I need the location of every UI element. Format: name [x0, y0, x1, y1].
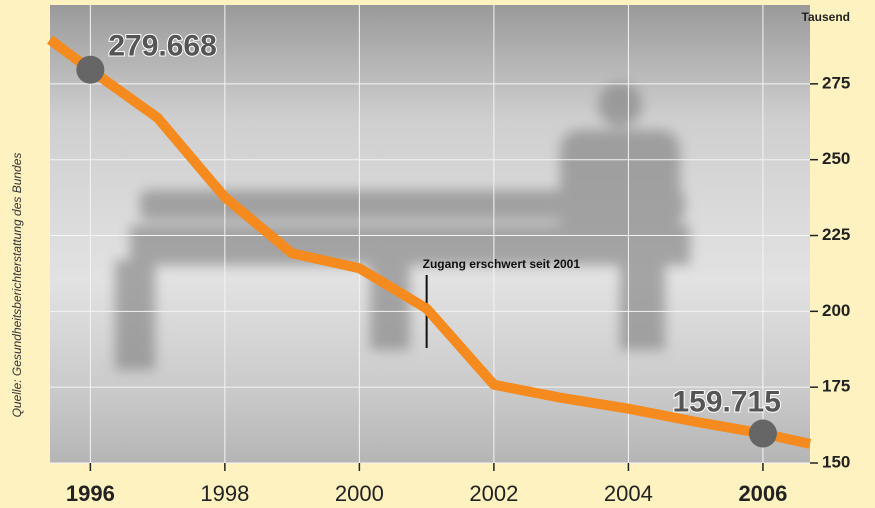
source: Quelle: Gesundheitsberichterstattung des… [10, 153, 24, 418]
y-tick-label: 275 [822, 73, 850, 92]
y-tick-label: 225 [822, 225, 850, 244]
data-label: 159.715 [672, 385, 780, 418]
chart: Tausend Quelle: Gesundheitsberichterstat… [0, 0, 875, 508]
x-tick-label: 2002 [469, 481, 518, 506]
x-tick-label: 2004 [604, 481, 653, 506]
annotation: Zugang erschwert seit 2001 [423, 257, 581, 271]
x-tick-label: 1996 [66, 481, 115, 506]
point-marker [76, 56, 104, 84]
y-tick-label: 250 [822, 149, 850, 168]
x-tick-label: 2000 [335, 481, 384, 506]
y-tick-label: 175 [822, 377, 850, 396]
y-tick-label: 150 [822, 452, 850, 471]
unit-label: Tausend [802, 10, 850, 24]
y-tick-label: 200 [822, 301, 850, 320]
x-tick-label: 2006 [738, 481, 787, 506]
point-marker [749, 420, 777, 448]
data-label: 279.668 [108, 30, 216, 63]
x-tick-label: 1998 [200, 481, 249, 506]
